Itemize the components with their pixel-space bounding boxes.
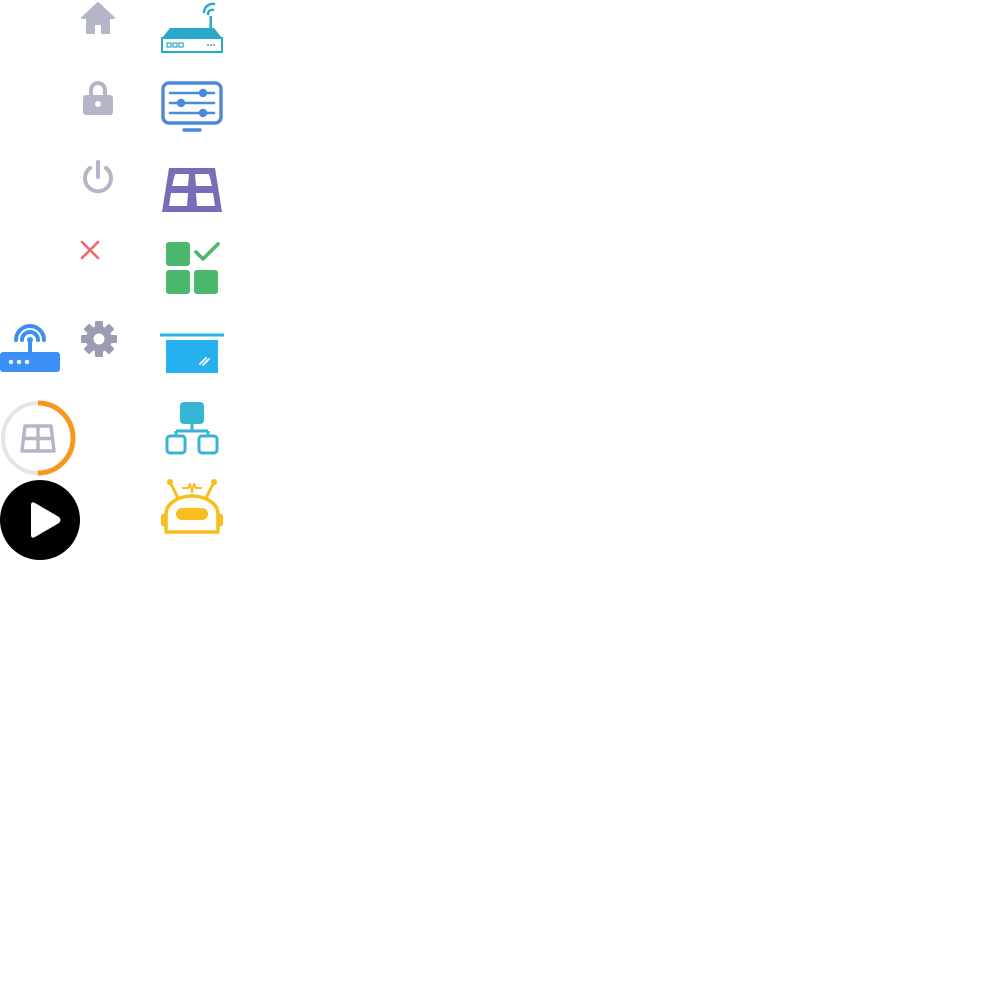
lock-icon[interactable] [82,80,114,116]
network-switch-icon[interactable] [160,0,224,54]
apps-check-icon[interactable] [164,240,222,296]
monitor-settings-icon[interactable] [160,80,224,134]
projector-screen-icon[interactable] [160,332,224,374]
window-grid-icon-small [20,424,56,453]
robot-icon[interactable] [160,478,224,534]
progress-arc [0,400,76,476]
gear-icon[interactable] [80,320,118,358]
hierarchy-icon[interactable] [164,400,220,456]
wifi-router-icon[interactable] [0,320,60,372]
progress-ring-icon [0,400,76,476]
power-icon[interactable] [80,160,116,196]
home-icon[interactable] [80,0,116,36]
close-icon[interactable] [80,240,100,260]
window-grid-icon[interactable] [160,166,224,214]
play-button-icon[interactable] [0,480,80,560]
